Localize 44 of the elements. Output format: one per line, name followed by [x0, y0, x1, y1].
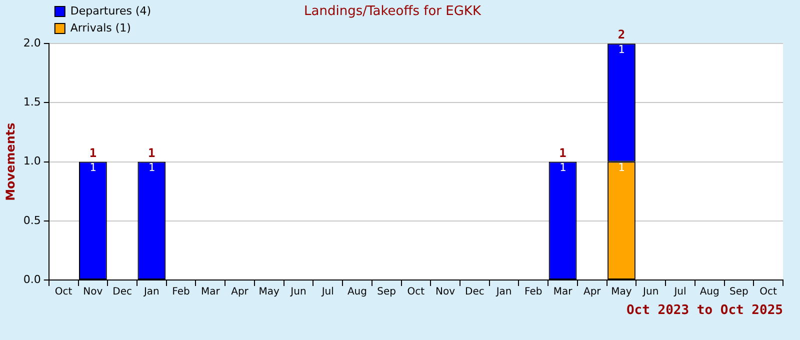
x-tick-label: Mar: [553, 286, 574, 298]
y-tick-label: 2.0: [23, 36, 41, 50]
x-tick-label: Oct: [54, 286, 72, 298]
x-tick-label: Feb: [524, 286, 542, 298]
x-tick-label: Nov: [436, 286, 456, 298]
y-tick-label: 1.5: [23, 96, 41, 109]
y-tick-label: 0.0: [23, 272, 41, 286]
x-tick-label: Sep: [730, 286, 748, 298]
legend-label: Arrivals (1): [70, 21, 131, 34]
x-tick-label: Jul: [320, 286, 334, 298]
x-tick-label: May: [258, 286, 280, 298]
x-tick-label: Jun: [642, 286, 659, 298]
x-tick-label: Feb: [172, 286, 190, 298]
x-tick-label: Dec: [112, 286, 132, 298]
x-tick-label: Jul: [673, 286, 686, 298]
x-tick-label: Jan: [142, 286, 160, 298]
data-label: 1: [618, 42, 625, 56]
x-tick-label: Oct: [407, 286, 425, 298]
x-tick-label: Jan: [495, 286, 512, 298]
legend-label: Departures (4): [70, 4, 152, 18]
x-tick-label: Jun: [290, 286, 306, 298]
x-tick-label: Apr: [583, 286, 602, 298]
chart-title: Landings/Takeoffs for EGKK: [304, 4, 482, 20]
x-tick-label: Dec: [464, 286, 484, 298]
x-tick-label: Aug: [700, 286, 720, 298]
total-label: 1: [559, 146, 566, 160]
data-label: 1: [559, 161, 566, 174]
x-tick-label: Sep: [377, 286, 396, 298]
x-tick-label: May: [611, 286, 632, 298]
x-tick-label: Nov: [83, 286, 103, 298]
x-tick-label: Aug: [347, 286, 367, 298]
total-label: 1: [148, 146, 156, 160]
total-label: 1: [89, 146, 97, 160]
data-label: 1: [148, 161, 155, 174]
x-tick-label: Apr: [231, 286, 250, 298]
total-label: 2: [618, 28, 626, 42]
y-axis-title: Movements: [3, 122, 18, 201]
data-label: 1: [618, 161, 625, 174]
data-label: 1: [90, 161, 96, 174]
text: Oct 2023 to Oct 2025: [626, 302, 783, 318]
y-tick-label: 1.0: [23, 154, 41, 168]
x-tick-label: Mar: [200, 286, 221, 298]
y-tick-label: 0.5: [23, 214, 41, 227]
x-tick-label: Oct: [760, 286, 778, 298]
